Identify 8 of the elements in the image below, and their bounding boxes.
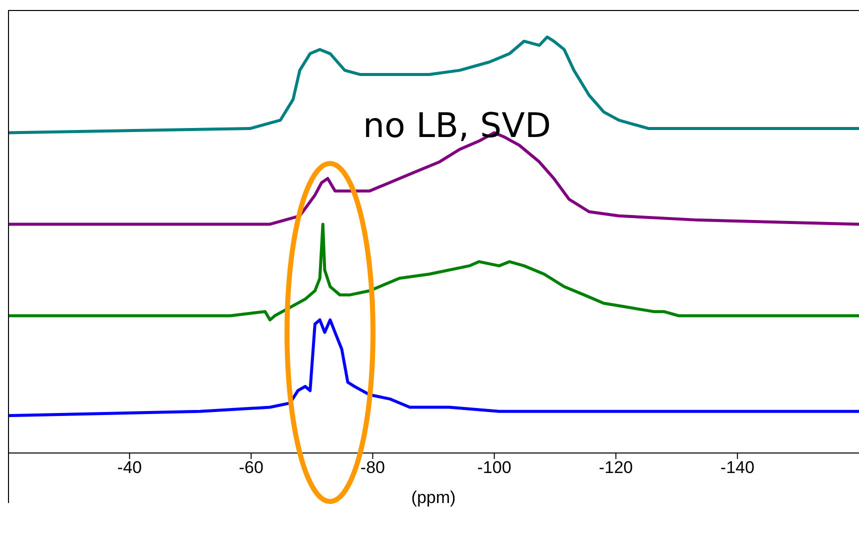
annotation: no LB, SVD <box>363 106 552 146</box>
x-tick-label: -140 <box>720 458 754 478</box>
x-tick-label: -80 <box>360 458 386 478</box>
x-tick-label: -100 <box>477 458 512 478</box>
x-tick-label: -60 <box>238 458 264 478</box>
x-axis-title: (ppm) <box>411 488 456 507</box>
x-tick-label: -120 <box>598 458 633 478</box>
x-tick-label: -40 <box>117 458 142 478</box>
